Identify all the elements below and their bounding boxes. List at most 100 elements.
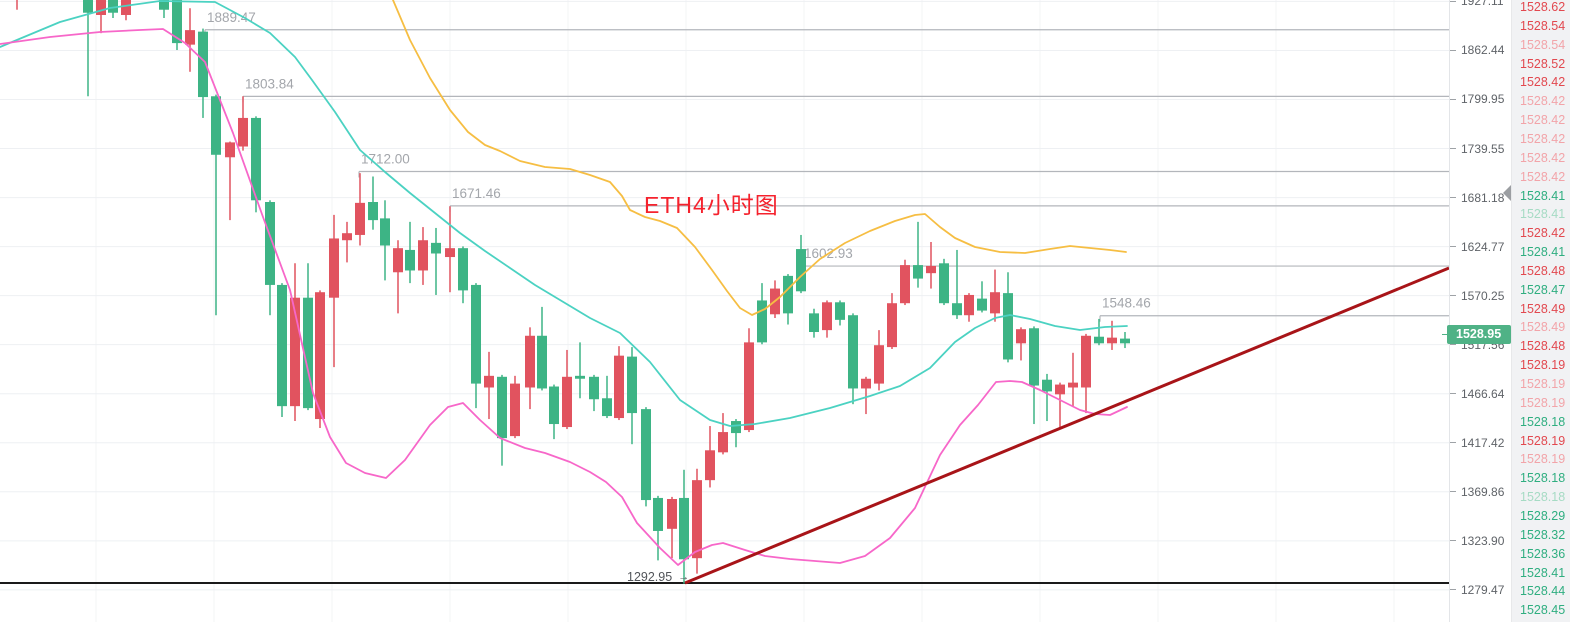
price-axis[interactable]: 1927.11 1862.44 1799.95 1739.55 1681.18 1624.… (1449, 0, 1512, 622)
candle-body (627, 356, 637, 414)
tick-list-row: 1528.47 (1520, 282, 1566, 297)
candle-body (198, 31, 208, 98)
candle-body (641, 409, 651, 501)
candle-body (900, 265, 910, 304)
candle-body (368, 202, 378, 221)
y-axis-tick: 1323.90 (1450, 533, 1504, 549)
tick-list-row: 1528.18 (1520, 414, 1566, 429)
tick-list-row: 1528.49 (1520, 320, 1566, 335)
axis-tick-dash (1450, 0, 1456, 2)
level-label: 1671.46 (452, 186, 501, 201)
axis-tick-dash (1450, 540, 1456, 542)
tick-list-row: 1528.48 (1520, 339, 1566, 354)
tick-list-row: 1528.32 (1520, 527, 1566, 542)
tick-list-row: 1528.49 (1520, 301, 1566, 316)
current-price-value: 1528.95 (1456, 327, 1502, 342)
current-price-tick (1442, 333, 1447, 336)
tick-list-row: 1528.44 (1520, 584, 1566, 599)
candle-body (342, 233, 352, 241)
candle-body (1016, 329, 1026, 344)
candle-body (1042, 379, 1052, 392)
candle-body (848, 315, 858, 389)
candle-body (303, 297, 313, 409)
axis-tick-dash (1450, 49, 1456, 51)
candle-body (614, 355, 624, 419)
tick-list-row: 1528.42 (1520, 169, 1566, 184)
candlestick-chart-canvas[interactable]: 1889.471803.841712.001671.461602.931548.… (0, 0, 1449, 622)
candle-body (990, 292, 1000, 314)
axis-tick-dash (1450, 589, 1456, 591)
candle-body (497, 376, 507, 439)
candle-body (964, 294, 974, 316)
candle-body (96, 0, 106, 15)
tick-list-row: 1528.19 (1520, 433, 1566, 448)
candle-body (602, 398, 612, 417)
y-axis-tick: 1417.42 (1450, 435, 1504, 451)
candle-body (277, 284, 287, 407)
candle-body (393, 248, 403, 273)
tick-list-row: 1528.42 (1520, 94, 1566, 109)
axis-tick-dash (1450, 98, 1456, 100)
candle-body (1068, 382, 1078, 388)
candle-body (562, 376, 572, 428)
candle-body (952, 303, 962, 316)
candle-body (329, 238, 339, 298)
current-price-badge: 1528.95 (1442, 324, 1511, 344)
y-axis-tick: 1466.64 (1450, 386, 1504, 402)
candle-body (926, 265, 936, 274)
candle-body (238, 117, 248, 147)
level-label: 1803.84 (245, 76, 294, 91)
candle-body (108, 0, 118, 13)
tick-list-row: 1528.19 (1520, 395, 1566, 410)
candle-body (510, 383, 520, 437)
candle-body (418, 240, 428, 271)
tick-list-row: 1528.18 (1520, 471, 1566, 486)
candle-body (939, 263, 949, 304)
candle-body (549, 386, 559, 425)
candle-body (225, 142, 235, 158)
candle-body (290, 297, 300, 407)
tick-list-row: 1528.52 (1520, 56, 1566, 71)
candle-body (692, 480, 702, 559)
candle-body (913, 265, 923, 279)
tick-list-row: 1528.42 (1520, 131, 1566, 146)
tick-list-row: 1528.19 (1520, 377, 1566, 391)
trade-tick-panel[interactable]: 1528.62 1528.54 1528.54 1528.52 1528.42 1528.… (1511, 0, 1570, 622)
candle-body (445, 248, 455, 258)
candle-body (1081, 335, 1091, 388)
tick-list-row: 1528.42 (1520, 226, 1566, 241)
y-axis-tick: 1927.11 (1450, 0, 1504, 9)
candle-body (1120, 338, 1130, 344)
ma-teal-line (0, 0, 1128, 427)
tick-list-row: 1528.41 (1520, 565, 1566, 580)
candle-body (1029, 328, 1039, 386)
axis-tick-dash (1450, 344, 1456, 346)
trendline (684, 266, 1449, 585)
y-axis-tick: 1739.55 (1450, 141, 1504, 157)
y-axis-tick: 1624.77 (1450, 239, 1504, 255)
chart-title: ETH4小时图 (644, 192, 779, 218)
candle-body (251, 117, 261, 201)
candle-body (1094, 336, 1104, 344)
candle-body (667, 498, 677, 529)
y-axis-tick: 1862.44 (1450, 42, 1504, 58)
candle-body (589, 376, 599, 400)
candle-body (315, 292, 325, 420)
candle-body (172, 0, 182, 44)
candle-body (380, 218, 390, 246)
tick-list-row: 1528.42 (1520, 113, 1566, 128)
candle-body (1107, 337, 1117, 344)
candle-body (796, 249, 806, 292)
candle-body (822, 302, 832, 331)
candle-body (744, 342, 754, 431)
candle-body (783, 275, 793, 314)
panel-collapse-handle-icon[interactable] (1503, 185, 1511, 201)
tick-list-row: 1528.41 (1520, 245, 1566, 260)
candle-body (575, 375, 585, 379)
candle-body (653, 497, 663, 531)
candle-body (887, 303, 897, 348)
y-axis-tick: 1681.18 (1450, 190, 1504, 206)
candle-body (757, 300, 767, 343)
support-price-value: 1292.95 (627, 570, 673, 584)
candle-body (458, 248, 468, 291)
